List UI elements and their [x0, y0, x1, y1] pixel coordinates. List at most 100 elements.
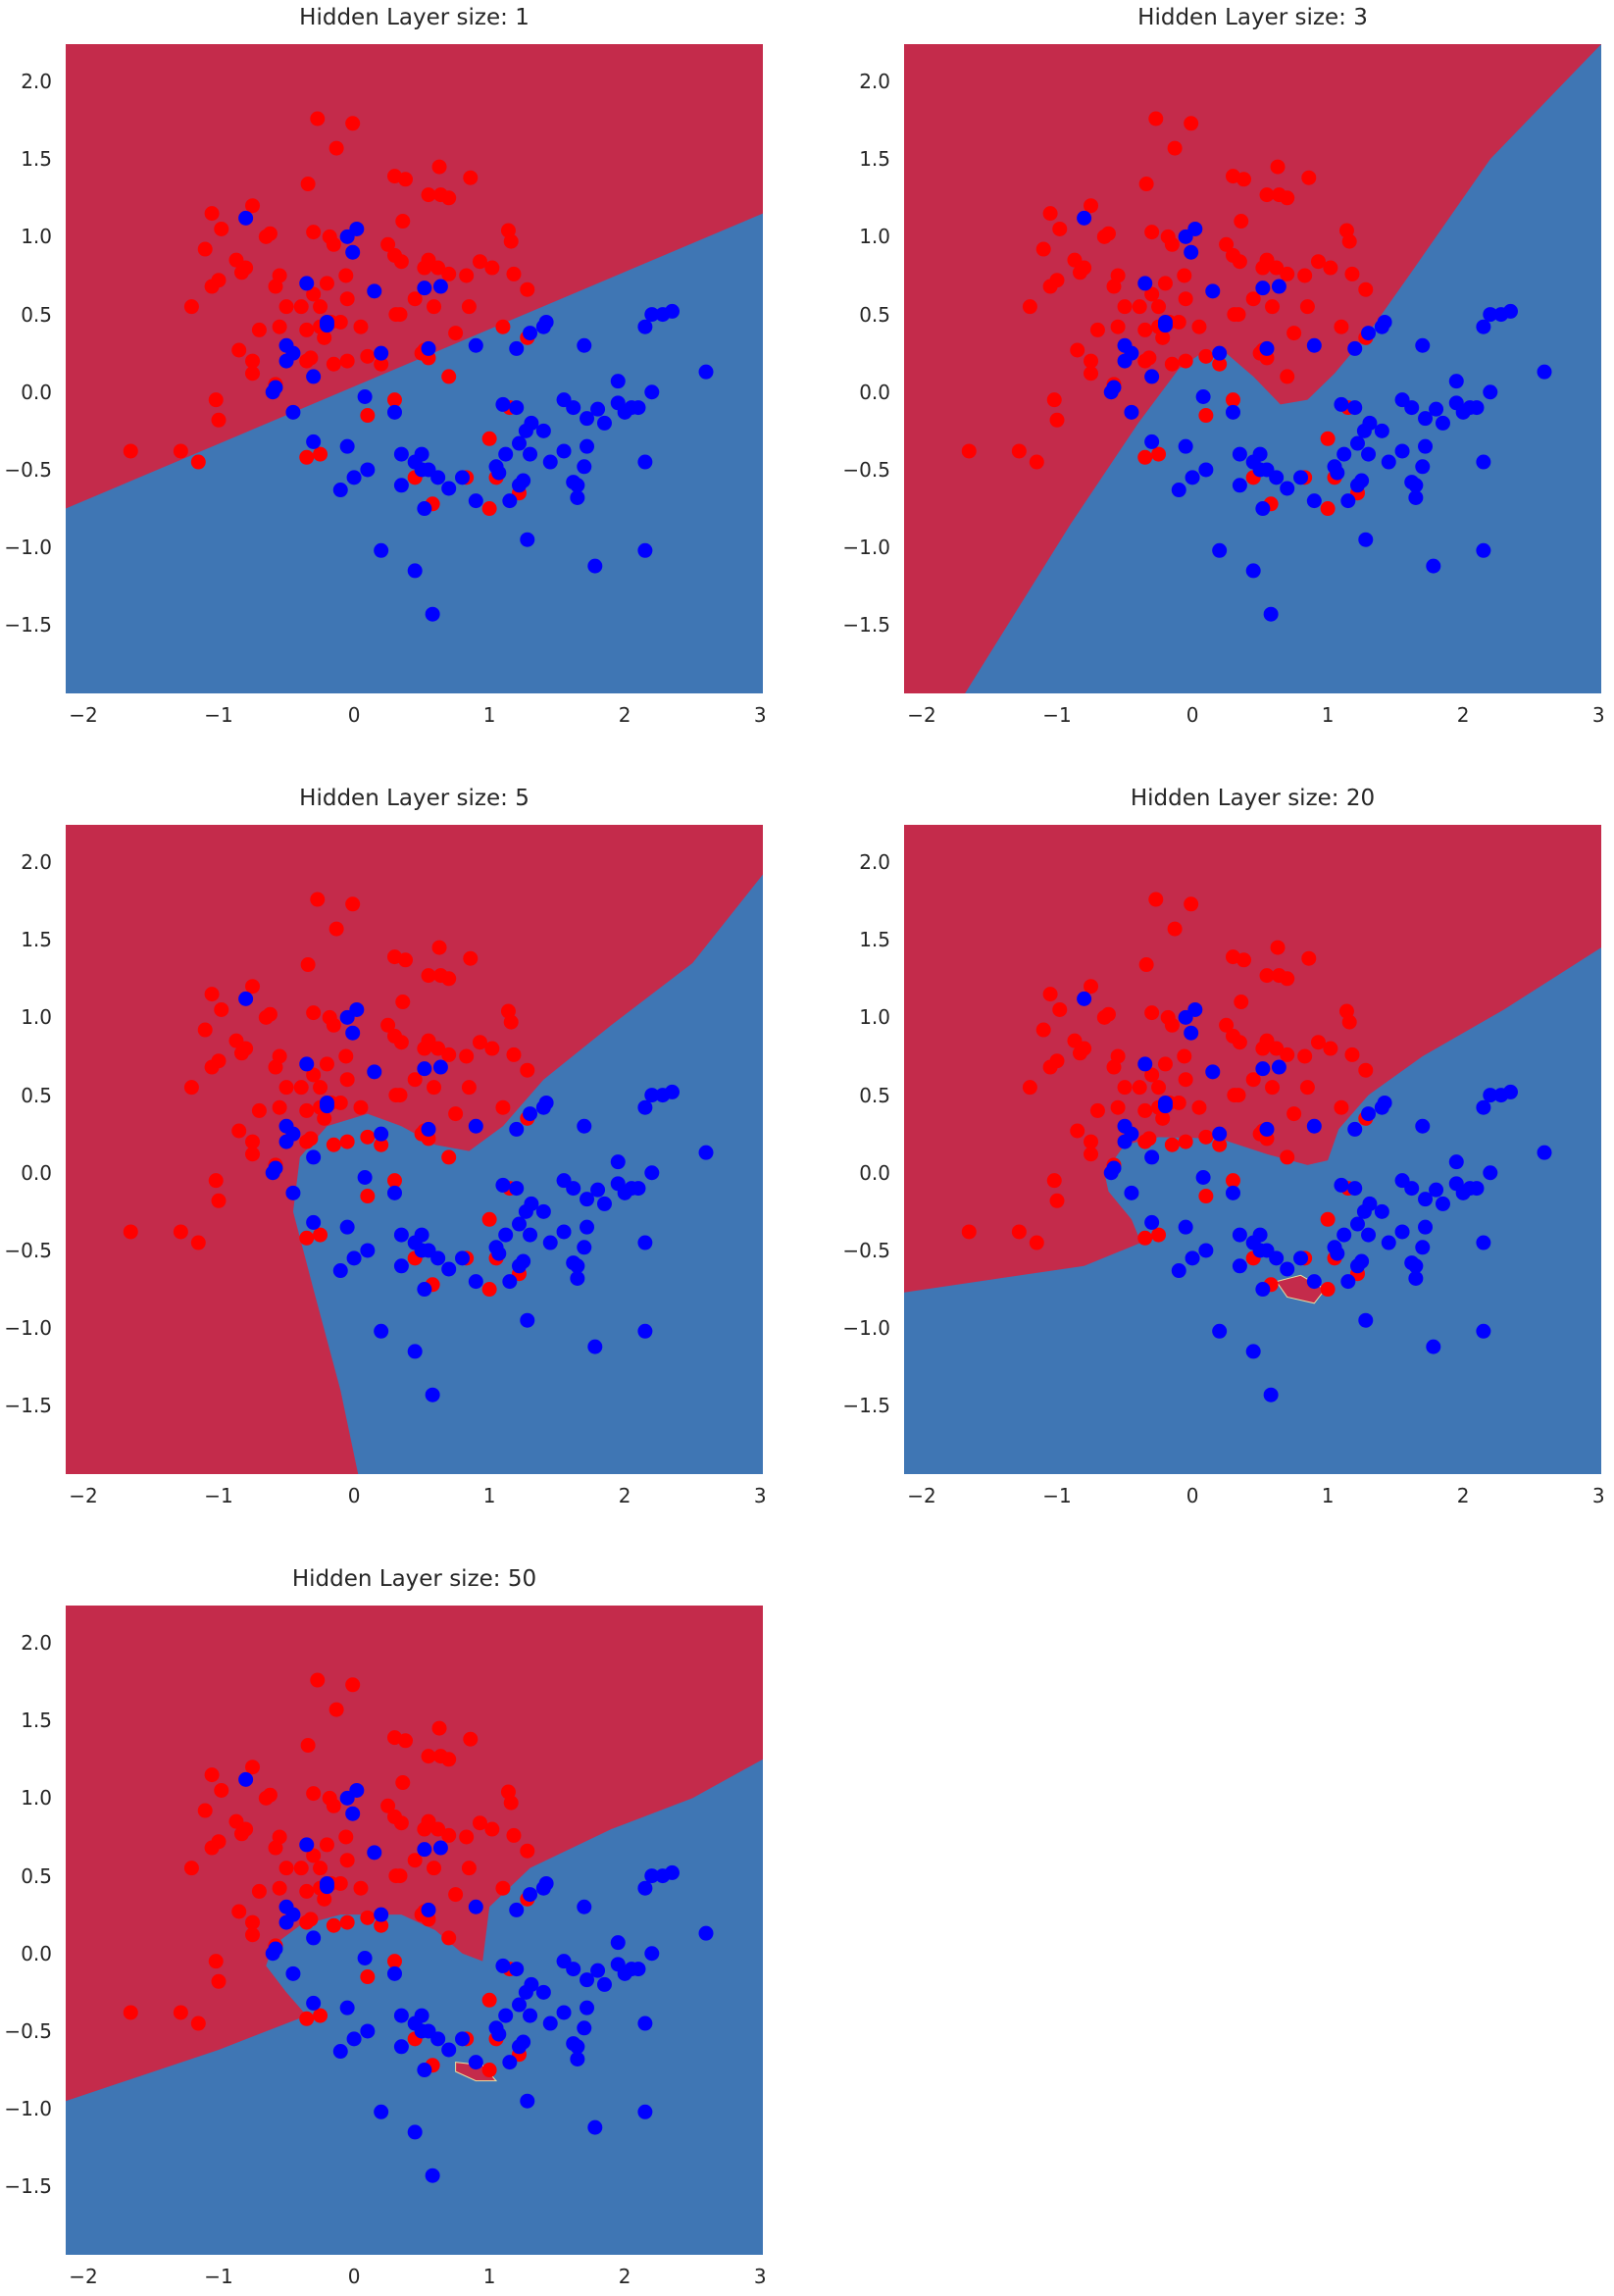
data-point-class0 — [1178, 291, 1193, 307]
data-point-class1 — [1426, 558, 1441, 574]
data-point-class1 — [577, 1240, 592, 1255]
data-point-class1 — [306, 1214, 322, 1230]
data-point-class0 — [313, 1080, 328, 1096]
data-point-class1 — [1124, 1185, 1139, 1200]
data-point-class1 — [1435, 415, 1450, 431]
data-point-class0 — [441, 1827, 457, 1843]
data-point-class0 — [1236, 952, 1252, 968]
data-point-class1 — [596, 1976, 612, 1992]
data-point-class1 — [441, 2042, 457, 2058]
data-point-class1 — [556, 443, 572, 459]
data-point-class0 — [123, 443, 138, 459]
data-point-class1 — [577, 337, 592, 353]
data-point-class1 — [1245, 1344, 1261, 1359]
data-point-class1 — [1408, 1258, 1424, 1274]
data-point-class0 — [520, 281, 535, 297]
data-point-class0 — [326, 236, 341, 252]
data-point-class1 — [374, 345, 389, 361]
data-point-class0 — [481, 2063, 497, 2078]
x-tick-label: 2 — [618, 1484, 631, 1507]
plot-area — [66, 1606, 763, 2255]
data-point-class0 — [183, 1080, 199, 1096]
data-point-class1 — [665, 1864, 681, 1880]
data-point-class0 — [1148, 892, 1164, 907]
data-point-class1 — [1306, 493, 1322, 509]
data-point-class1 — [1404, 1181, 1420, 1197]
data-point-class0 — [299, 1230, 315, 1246]
data-point-class1 — [610, 1935, 626, 1951]
data-point-class1 — [346, 1250, 362, 1266]
data-point-class1 — [386, 404, 402, 420]
data-point-class1 — [665, 1084, 681, 1099]
data-point-class0 — [245, 366, 261, 382]
data-point-class1 — [430, 2031, 446, 2047]
data-point-class1 — [1347, 400, 1363, 416]
data-point-class0 — [1269, 1041, 1285, 1056]
class0-region — [66, 825, 763, 1474]
data-point-class0 — [360, 1969, 376, 1985]
data-point-class0 — [245, 353, 261, 369]
data-point-class0 — [1106, 279, 1122, 294]
data-point-class0 — [197, 1803, 213, 1818]
y-tick-label: 1.5 — [859, 928, 890, 952]
data-point-class0 — [299, 2011, 315, 2026]
data-point-class0 — [1164, 236, 1180, 252]
data-point-class0 — [1178, 353, 1193, 369]
y-tick-label: −1.5 — [842, 613, 890, 638]
data-point-class1 — [407, 1344, 423, 1359]
data-point-class0 — [1049, 1193, 1065, 1208]
data-point-class0 — [421, 1749, 436, 1764]
data-point-class0 — [1117, 299, 1133, 315]
x-tick-label: −2 — [69, 703, 98, 727]
data-point-class1 — [306, 369, 322, 384]
data-point-class1 — [491, 1246, 507, 1261]
data-point-class1 — [468, 1899, 483, 1914]
data-point-class1 — [610, 395, 626, 411]
x-tick-label: 0 — [347, 1484, 361, 1507]
data-point-class0 — [1299, 1080, 1315, 1096]
data-point-class1 — [332, 2044, 348, 2060]
y-tick-label: 2.0 — [21, 1631, 52, 1655]
subplot-1: Hidden Layer size: 1 −2 −1 0 1 2 3 2.0 1.5 1.0 0.5… — [4, 5, 766, 727]
data-point-class1 — [523, 326, 538, 341]
data-point-class0 — [430, 260, 446, 276]
x-tick-label: −1 — [204, 2265, 233, 2288]
data-point-class0 — [303, 1912, 319, 1927]
data-point-class1 — [637, 2104, 653, 2119]
data-point-class0 — [339, 1134, 355, 1149]
data-point-class1 — [1117, 1118, 1133, 1134]
data-point-class0 — [1212, 356, 1228, 372]
data-point-class0 — [1177, 1048, 1192, 1064]
y-tick-label: 2.0 — [859, 850, 890, 874]
data-point-class1 — [1232, 1227, 1247, 1243]
data-point-class1 — [523, 2008, 538, 2023]
x-tick-label: 3 — [1591, 1484, 1605, 1507]
data-point-class1 — [538, 1875, 554, 1891]
data-point-class1 — [367, 1064, 382, 1080]
data-point-class1 — [319, 1879, 334, 1895]
data-point-class0 — [345, 116, 361, 131]
data-point-class0 — [339, 1072, 355, 1088]
data-point-class0 — [328, 921, 344, 937]
data-point-class0 — [430, 1821, 446, 1837]
data-point-class0 — [1072, 1046, 1087, 1061]
data-point-class0 — [326, 1137, 341, 1152]
data-point-class0 — [1070, 342, 1085, 358]
data-point-class0 — [392, 307, 408, 323]
data-point-class1 — [1280, 481, 1295, 496]
data-point-class1 — [1483, 1088, 1498, 1103]
data-point-class0 — [360, 408, 376, 424]
data-point-class1 — [509, 1902, 525, 1917]
data-point-class0 — [328, 140, 344, 156]
data-point-class1 — [491, 465, 507, 481]
data-point-class1 — [306, 1930, 322, 1946]
y-tick-label: 1.5 — [859, 147, 890, 172]
data-point-class1 — [577, 1899, 592, 1914]
data-point-class1 — [637, 454, 653, 470]
data-point-class1 — [1358, 532, 1374, 547]
data-point-class1 — [596, 415, 612, 431]
data-point-class0 — [1022, 299, 1037, 315]
x-tick-label: 2 — [1456, 703, 1470, 727]
x-tick-label: 3 — [753, 703, 767, 727]
data-point-class0 — [251, 1883, 267, 1899]
